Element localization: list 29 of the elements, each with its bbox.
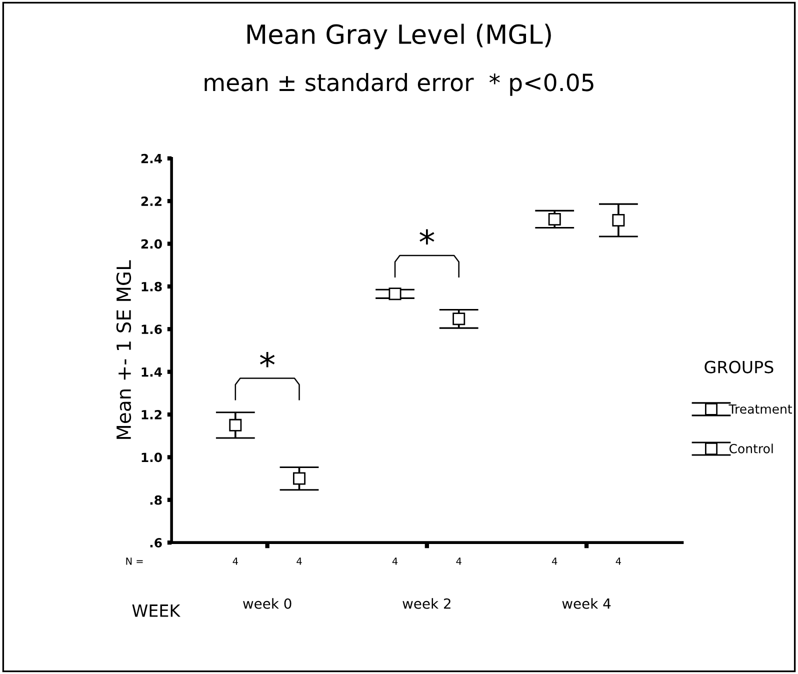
y-tick-label: .6	[150, 538, 162, 548]
x-axis-title: WEEK	[132, 604, 180, 617]
y-tick-label: .8	[150, 495, 162, 505]
y-tick-label: 1.0	[142, 452, 162, 462]
text: 4	[616, 558, 621, 565]
text: 4	[296, 558, 302, 565]
text: 4	[456, 558, 462, 565]
annotation: *	[420, 229, 434, 244]
legend-label: Control	[729, 444, 773, 454]
text: 4	[392, 558, 398, 565]
y-tick-label: 1.2	[142, 410, 162, 420]
y-tick-label: 2.4	[141, 154, 162, 164]
y-tick-label: 1.6	[142, 324, 162, 334]
legend-title: GROUPS	[704, 360, 774, 374]
y-tick-label: 1.8	[142, 282, 162, 292]
x-tick-label: week 0	[243, 598, 292, 609]
text: 4	[552, 558, 558, 565]
annotation: *	[260, 352, 275, 368]
chart-title: Mean Gray Level (MGL)	[247, 24, 551, 50]
legend-label: Treatment	[728, 404, 792, 414]
x-tick-label: week 2	[402, 598, 450, 609]
y-tick-label: 2.0	[141, 239, 162, 249]
y-axis-title: Mean +- 1 SE MGL	[116, 260, 132, 439]
y-tick-label: 1.4	[142, 367, 162, 377]
chart-subtitle: mean ± standard error * p<0.05	[204, 73, 594, 96]
text: 4	[232, 558, 238, 565]
y-tick-label: 2.2	[141, 196, 162, 206]
text: N =	[126, 558, 143, 565]
x-tick-label: week 4	[562, 598, 611, 609]
